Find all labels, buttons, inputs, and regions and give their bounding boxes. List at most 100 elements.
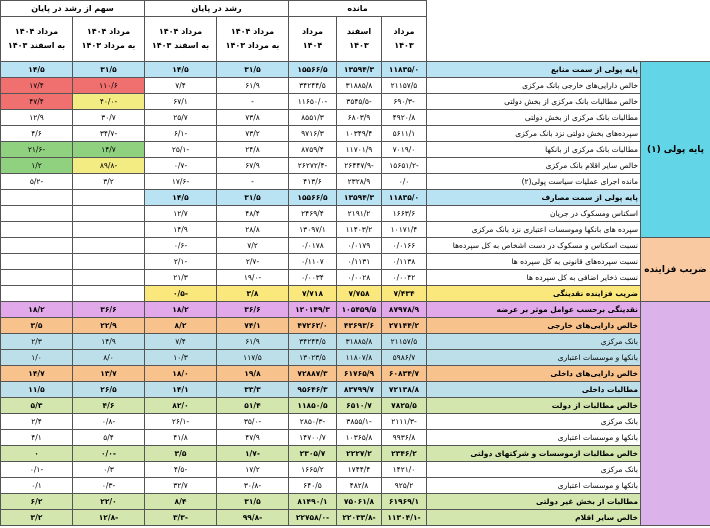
column-header: مرداد ۱۴۰۴ به اسفند ۱۴۰۳ xyxy=(144,16,217,62)
row-label: نسبت سپرده‌های قانونی به کل سپرده ها xyxy=(426,253,641,270)
table-row: خالص سایر اقلام -۱۱۳۰۴/۱ -۲۲۰۳۳/۸ -۲۲۷۵۸/۰-… xyxy=(0,509,710,526)
cell: ۱۱۸۳۵/۰ xyxy=(381,189,427,206)
cell: ۲۵/۷ xyxy=(144,109,217,126)
cell: ۱۱۷/۵ xyxy=(216,349,289,366)
row-label: بانکها و موسسات اعتباری xyxy=(426,349,641,366)
cell: ۵/۴ xyxy=(72,429,145,446)
table-row: مطالبات داخلی ۷۲۱۳۸/۸ ۸۳۷۹۹/۷ ۹۵۶۴۶/۳ ۳۳/۳ ۱۴… xyxy=(0,381,710,398)
row-label: ضریب فزاینده نقدینگی xyxy=(426,285,641,302)
table-row: پایه پولی (۱) پایه پولی از سمت منابع ۱۱۸۳۵… xyxy=(0,61,710,238)
table-row: نسبت ذخایر اضافی به کل سپرده ها ۰/۰۰۴۲ ۰/۰… xyxy=(0,269,710,286)
cell: ۳۱/۵ xyxy=(216,493,289,510)
row-label: خالص مطالبات از دولت xyxy=(426,397,641,414)
cell: ۱۴/۹ xyxy=(144,221,217,238)
cell: ۶/۲ xyxy=(0,493,73,510)
row-label: مطالبات بانک مرکزی از بانکها xyxy=(426,141,641,158)
column-header: مرداد ۱۴۰۳ xyxy=(381,16,427,62)
cell: ۱۱۴۰۳/۲ xyxy=(336,221,382,238)
table-row: سپرده های بانکها وموسسات اعتباری نزد بان… xyxy=(0,221,710,238)
row-label: نقدینگی برحسب عوامل موثر بر عرضه xyxy=(426,301,641,318)
cell: ۱۲/۹ xyxy=(0,109,73,126)
cell: -۲۲۰۳۳/۸ xyxy=(336,509,382,526)
column-header-line: مرداد ۱۴۰۴ xyxy=(86,27,131,36)
cell: ۳۱۸۸۵/۸ xyxy=(336,77,382,94)
cell xyxy=(72,221,145,238)
cell: ۲۸/۸ xyxy=(216,221,289,238)
table-row: خالص دارایی‌های خارجی بانک مرکزی ۲۱۱۵۷/۵ ۳… xyxy=(0,77,710,94)
column-header: مرداد ۱۴۰۴ xyxy=(288,16,337,62)
cell: ۲۳۰۵/۷ xyxy=(288,445,337,462)
cell: ۳/۵ xyxy=(144,445,217,462)
cell: ۳/۲ xyxy=(0,509,73,526)
cell: ۷۲۸۸۷/۳ xyxy=(288,365,337,382)
column-header-line: ۱۴۰۴ xyxy=(302,41,323,50)
cell: -۳/۳ xyxy=(144,509,217,526)
row-label: مانده اجرای عملیات سیاست پولی(۲) xyxy=(426,173,641,190)
cell: -۱۱۶۵۰/۰ xyxy=(288,93,337,110)
column-header: اسفند ۱۴۰۳ xyxy=(336,16,382,62)
cell: ۱۳۰۲۳/۵ xyxy=(288,349,337,366)
sub-header-row: مرداد ۱۴۰۳ اسفند ۱۴۰۳ مرداد ۱۴۰۴ مرداد ۱۴۰۴ به … xyxy=(0,16,710,62)
row-label: پایه پولی از سمت مصارف xyxy=(426,189,641,206)
cell: -۸۹/۸ xyxy=(72,157,145,174)
column-header-line: ۱۴۰۳ xyxy=(349,41,369,50)
cell: ۸/۴ xyxy=(144,493,217,510)
cell: ۰/۱ xyxy=(0,477,73,494)
cell: ۱۰۱۷۱/۴ xyxy=(381,221,427,238)
cell: ۱۴/۱ xyxy=(144,381,217,398)
cell: ۶۷/۹ xyxy=(216,157,289,174)
cell: ۵۱/۴ xyxy=(216,397,289,414)
cell: ۱۴/۹ xyxy=(72,333,145,350)
cell: ۲۱/۳ xyxy=(144,269,217,286)
table-row: بانکها و موسسات اعتباری ۹۲۵/۲ ۴۸۲/۸ ۶۴۰/۵ -۳… xyxy=(0,477,710,494)
table-row: خالص مطالبات از دولت ۷۸۲۵/۵ ۶۵۱۰/۷ ۱۱۸۵۰/۵ ۵… xyxy=(0,397,710,414)
side-label xyxy=(640,301,710,526)
cell: ۳۳/۳ xyxy=(216,381,289,398)
cell: ۳۱/۵ xyxy=(216,189,289,206)
cell xyxy=(0,269,73,286)
cell: ۶۷/۱ xyxy=(144,93,217,110)
cell xyxy=(72,205,145,222)
cell: ۱۶۶۵/۲ xyxy=(288,461,337,478)
cell: ۸۳۷۹۹/۷ xyxy=(336,381,382,398)
cell: ۷۳/۸ xyxy=(216,109,289,126)
cell: -۲۲۷۵۸/۰ xyxy=(288,509,337,526)
cell: ۰/۰۱۷۹ xyxy=(336,237,382,254)
column-header-line: مرداد xyxy=(393,27,415,36)
cell: ۲/۴ xyxy=(0,413,73,430)
cell: -۰/۷ xyxy=(144,157,217,174)
cell: ۷۸۲۵/۵ xyxy=(381,397,427,414)
cell: ۶۱۹۶۹/۱ xyxy=(381,493,427,510)
cell xyxy=(0,189,73,206)
group-header: مانده xyxy=(288,0,427,17)
column-header-line: به اسفند ۱۴۰۳ xyxy=(7,41,66,50)
cell: ۰/۱۱۳۱ xyxy=(336,253,382,270)
cell: ۷/۲ xyxy=(216,237,289,254)
cell: ۰/۰۰۲۸ xyxy=(336,269,382,286)
cell: ۰ xyxy=(0,445,73,462)
cell: ۹۵۶۴۶/۳ xyxy=(288,381,337,398)
cell: ۱۴۷۰۰/۷ xyxy=(288,429,337,446)
cell: -۹۹/۸ xyxy=(216,509,289,526)
table-row: سپرده‌های بخش دولتی نزد بانک مرکزی ۵۶۱۱/۱… xyxy=(0,125,710,142)
cell: ۱۷۴۴/۴ xyxy=(336,461,382,478)
cell: ۰/۰۰۴۲ xyxy=(381,269,427,286)
table-row: خالص مطالبات ازموسسات و شرکتهای دولتی ۲۳۴… xyxy=(0,445,710,462)
cell xyxy=(72,285,145,302)
cell: ۳۱۸۸۵/۸ xyxy=(336,333,382,350)
cell: ۷۲۱۳۸/۸ xyxy=(381,381,427,398)
cell: ۴۷۲۶۲/۰ xyxy=(288,317,337,334)
cell xyxy=(72,189,145,206)
cell: ۱۳۵۹۴/۳ xyxy=(336,61,382,78)
cell: ۶۱/۹ xyxy=(216,77,289,94)
cell: ۹۷۱۶/۳ xyxy=(288,125,337,142)
row-label: نسبت ذخایر اضافی به کل سپرده ها xyxy=(426,269,641,286)
cell: ۱۵۵۶۶/۵ xyxy=(288,189,337,206)
cell: ۲۴۶۹/۴ xyxy=(288,205,337,222)
column-header: مرداد ۱۴۰۴ به مرداد ۱۴۰۳ xyxy=(72,16,145,62)
cell: ۶۸۰۳/۹ xyxy=(336,109,382,126)
cell: ۴/۶ xyxy=(0,125,73,142)
cell: ۴۱۳/۶ xyxy=(288,173,337,190)
cell: -۰/۵ xyxy=(144,285,217,302)
